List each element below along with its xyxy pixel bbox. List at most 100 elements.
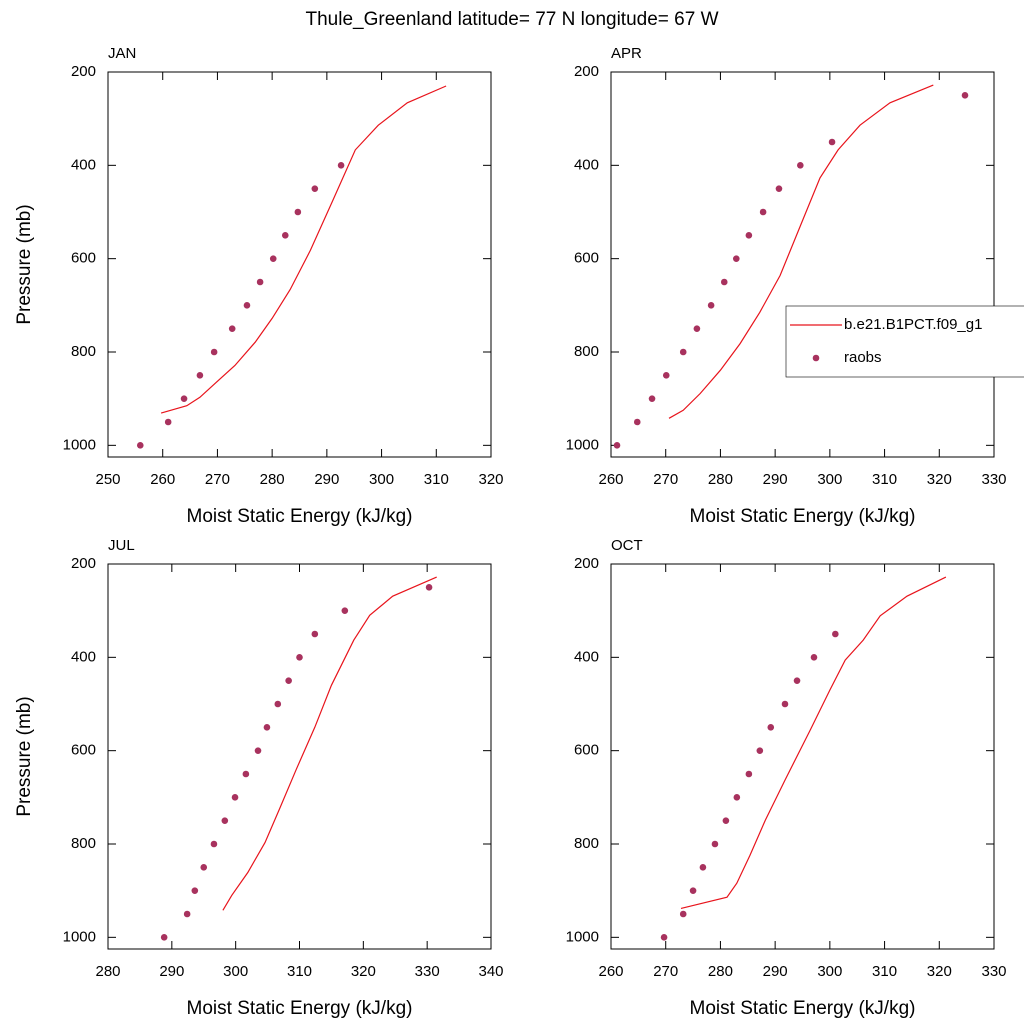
plot-frame (610, 71, 995, 458)
panel-title: OCT (611, 537, 643, 554)
obs-point (210, 840, 218, 848)
x-tick-label: 290 (763, 963, 788, 980)
obs-point (243, 302, 251, 309)
y-tick-label: 600 (574, 250, 599, 267)
model-line (680, 576, 947, 909)
x-tick-label: 290 (314, 471, 339, 488)
obs-point (231, 794, 239, 801)
y-tick-label: 1000 (566, 436, 599, 453)
x-tick-label: 330 (981, 471, 1006, 488)
obs-point (263, 724, 271, 731)
x-tick-label: 260 (598, 471, 623, 488)
x-axis-label: Moist Static Energy (kJ/kg) (187, 506, 413, 527)
x-tick-label: 270 (205, 471, 230, 488)
plot-frame (107, 71, 492, 458)
legend-swatch (812, 354, 820, 362)
x-tick-label: 270 (653, 963, 678, 980)
obs-point (337, 162, 345, 169)
obs-point (613, 442, 621, 449)
obs-point (733, 794, 741, 801)
y-tick-label: 400 (574, 648, 599, 665)
x-tick-label: 270 (653, 471, 678, 488)
x-tick-label: 300 (817, 963, 842, 980)
obs-point (707, 302, 715, 309)
x-tick-label: 290 (763, 471, 788, 488)
obs-point (797, 162, 804, 169)
obs-point (828, 138, 836, 146)
x-axis-label: Moist Static Energy (kJ/kg) (187, 998, 413, 1019)
obs-point (767, 724, 775, 731)
panel-title: JAN (108, 45, 136, 62)
obs-point (648, 395, 656, 402)
obs-point (164, 418, 172, 426)
x-tick-label: 280 (260, 471, 285, 488)
y-tick-label: 800 (71, 835, 96, 852)
panel-title: APR (611, 45, 642, 62)
x-tick-label: 300 (223, 963, 248, 980)
y-tick-label: 1000 (566, 928, 599, 945)
y-tick-label: 200 (574, 63, 599, 80)
x-tick-label: 320 (351, 963, 376, 980)
obs-point (732, 255, 740, 262)
x-tick-label: 280 (708, 471, 733, 488)
y-tick-label: 800 (71, 343, 96, 360)
x-tick-label: 330 (415, 963, 440, 980)
model-line (222, 576, 437, 911)
obs-point (196, 372, 204, 379)
obs-point (191, 887, 199, 894)
obs-point (136, 442, 144, 449)
obs-point (745, 770, 753, 778)
obs-point (160, 934, 168, 941)
legend-label: b.e21.B1PCT.f09_g1 (844, 316, 982, 333)
obs-point (210, 348, 218, 356)
y-tick-label: 800 (574, 835, 599, 852)
obs-point (274, 700, 282, 708)
obs-point (660, 934, 668, 941)
y-tick-label: 1000 (63, 436, 96, 453)
obs-point (183, 910, 191, 918)
plot-frame (107, 563, 492, 950)
obs-point (180, 395, 188, 402)
y-axis-label: Pressure (mb) (14, 204, 35, 324)
obs-point (679, 910, 687, 918)
plot-frame (610, 563, 995, 950)
x-tick-label: 310 (872, 471, 897, 488)
obs-point (296, 654, 303, 661)
obs-point (311, 630, 319, 638)
model-line (668, 84, 934, 419)
obs-point (720, 278, 728, 286)
y-tick-label: 600 (71, 742, 96, 759)
x-tick-label: 310 (287, 963, 312, 980)
obs-point (756, 747, 764, 754)
obs-point (775, 185, 783, 192)
obs-point (745, 232, 753, 239)
x-tick-label: 300 (369, 471, 394, 488)
obs-point (693, 325, 701, 332)
figure-title: Thule_Greenland latitude= 77 N longitude… (306, 9, 719, 30)
x-tick-label: 260 (598, 963, 623, 980)
x-tick-label: 280 (708, 963, 733, 980)
x-tick-label: 320 (927, 471, 952, 488)
obs-point (832, 630, 839, 638)
obs-point (341, 607, 349, 614)
obs-point (711, 840, 719, 848)
legend-label: raobs (844, 349, 882, 366)
obs-point (311, 185, 319, 192)
x-tick-label: 310 (872, 963, 897, 980)
x-tick-label: 250 (95, 471, 120, 488)
x-axis-label: Moist Static Energy (kJ/kg) (690, 998, 916, 1019)
y-axis-label: Pressure (mb) (14, 696, 35, 816)
y-tick-label: 800 (574, 343, 599, 360)
y-tick-label: 400 (71, 648, 96, 665)
y-tick-label: 200 (71, 63, 96, 80)
obs-point (228, 325, 236, 332)
x-tick-label: 310 (424, 471, 449, 488)
obs-point (679, 348, 687, 356)
obs-point (810, 654, 818, 661)
y-tick-label: 600 (574, 742, 599, 759)
obs-point (722, 817, 730, 824)
obs-point (200, 864, 208, 871)
obs-point (793, 677, 801, 684)
y-tick-label: 400 (574, 156, 599, 173)
